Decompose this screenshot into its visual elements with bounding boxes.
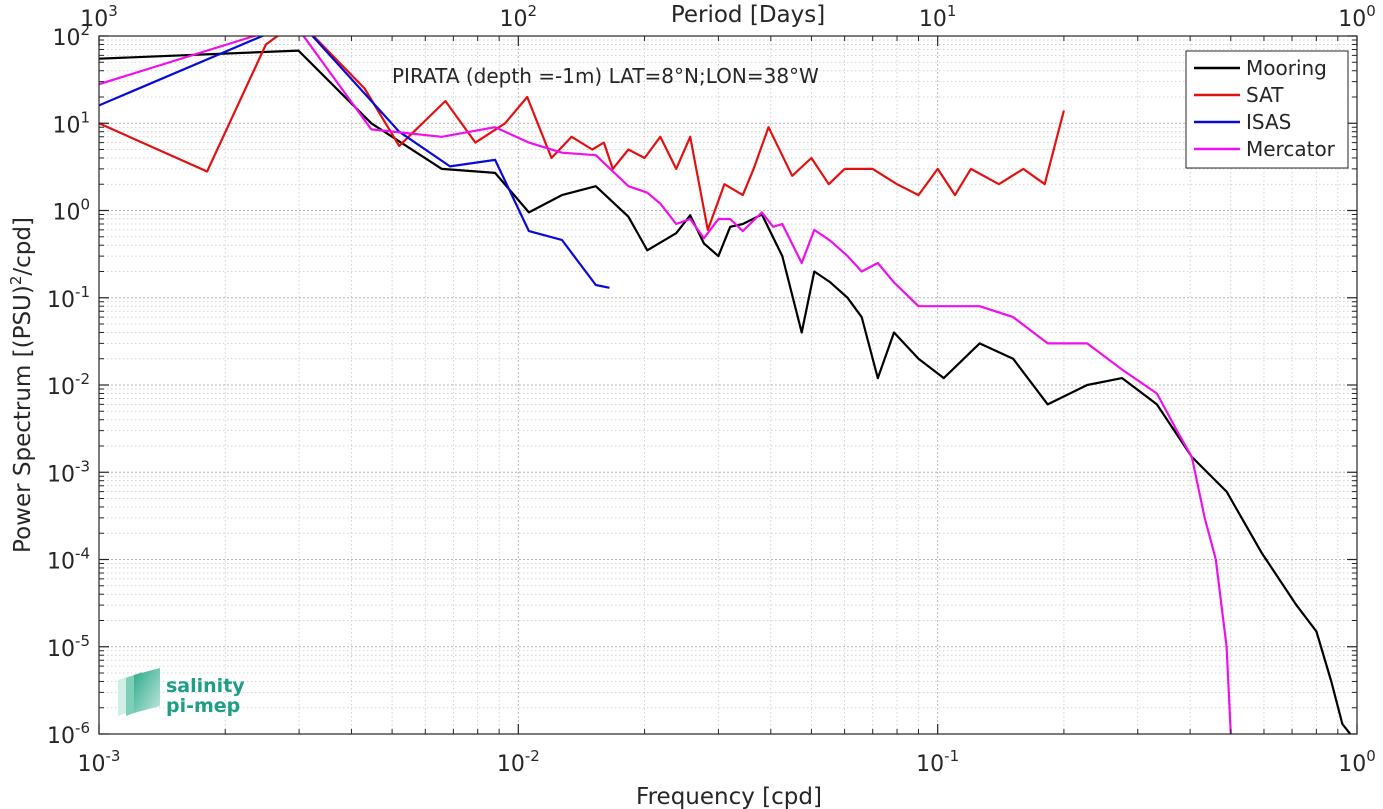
series-layer [99, 36, 1352, 734]
series-sat-line [99, 36, 1065, 231]
y-tick-label: 101 [52, 108, 90, 138]
x-tick-label: 10-2 [497, 747, 540, 777]
logo-text-salinity: salinity [166, 675, 245, 697]
x-axis-label: Frequency [cpd] [636, 784, 822, 809]
legend-label: SAT [1246, 83, 1284, 107]
chart-annotation: PIRATA (depth =-1m) LAT=8°N;LON=38°W [392, 64, 819, 88]
x-tick-label: 10-3 [78, 747, 121, 777]
top-tick-label: 102 [500, 2, 538, 32]
legend-label: ISAS [1246, 110, 1291, 134]
legend: Mooring SAT ISAS Mercator [1185, 50, 1349, 169]
top-tick-label: 100 [1338, 2, 1376, 32]
x-tick-label: 100 [1338, 747, 1376, 777]
legend-label: Mercator [1246, 137, 1336, 161]
legend-label: Mooring [1246, 56, 1327, 80]
logo-text-pimep: pi-mep [166, 695, 240, 717]
series-mooring-line [99, 49, 1352, 734]
top-tick-label: 101 [919, 2, 957, 32]
top-tick-label: 103 [80, 2, 118, 32]
series-mercator-line [99, 36, 1232, 734]
y-tick-label: 10-4 [47, 545, 90, 575]
tick-marks [98, 35, 1358, 735]
x-tick-label: 10-1 [916, 747, 959, 777]
top-axis-label: Period [Days] [671, 2, 825, 28]
y-tick-label: 10-2 [47, 370, 90, 400]
y-tick-label: 10-3 [47, 457, 90, 487]
salinity-pi-mep-logo: salinity pi-mep [118, 668, 245, 717]
y-tick-label: 100 [52, 196, 90, 226]
logo-mark-layer [134, 668, 160, 713]
y-tick-label: 102 [52, 21, 90, 51]
y-tick-label: 10-6 [47, 719, 90, 749]
legend-box [1185, 50, 1349, 169]
y-tick-label: 10-1 [47, 283, 90, 313]
y-axis-label: Power Spectrum [(PSU)2/cpd] [7, 217, 36, 553]
series-isas-line [99, 36, 610, 289]
y-tick-label: 10-5 [47, 632, 90, 662]
